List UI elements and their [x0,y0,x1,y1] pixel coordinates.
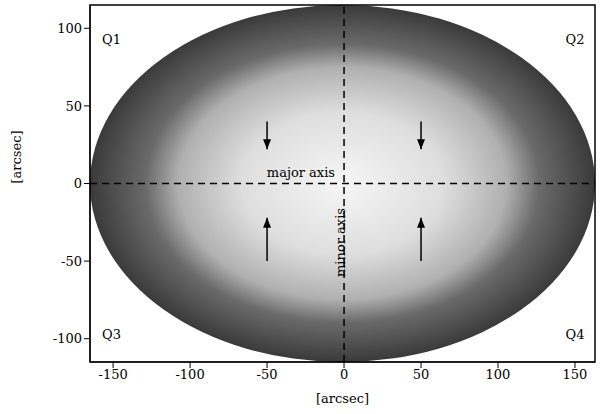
svg-text:-150: -150 [98,367,127,382]
svg-text:-100: -100 [175,367,204,382]
svg-text:[arcsec]: [arcsec] [9,130,24,183]
svg-text:minor axis: minor axis [333,208,348,277]
svg-text:100: 100 [57,21,82,36]
svg-text:Q4: Q4 [566,327,585,342]
svg-text:-50: -50 [257,367,278,382]
svg-text:-50: -50 [61,254,82,269]
svg-text:50: 50 [65,99,82,114]
svg-text:-100: -100 [53,331,82,346]
svg-text:Q2: Q2 [566,32,585,47]
svg-text:0: 0 [74,176,82,191]
svg-text:50: 50 [413,367,430,382]
svg-text:major axis: major axis [267,165,335,180]
svg-text:100: 100 [486,367,511,382]
svg-text:Q3: Q3 [102,327,121,342]
svg-text:0: 0 [340,367,348,382]
svg-text:[arcsec]: [arcsec] [316,391,369,406]
svg-text:150: 150 [563,367,588,382]
svg-text:Q1: Q1 [102,32,121,47]
